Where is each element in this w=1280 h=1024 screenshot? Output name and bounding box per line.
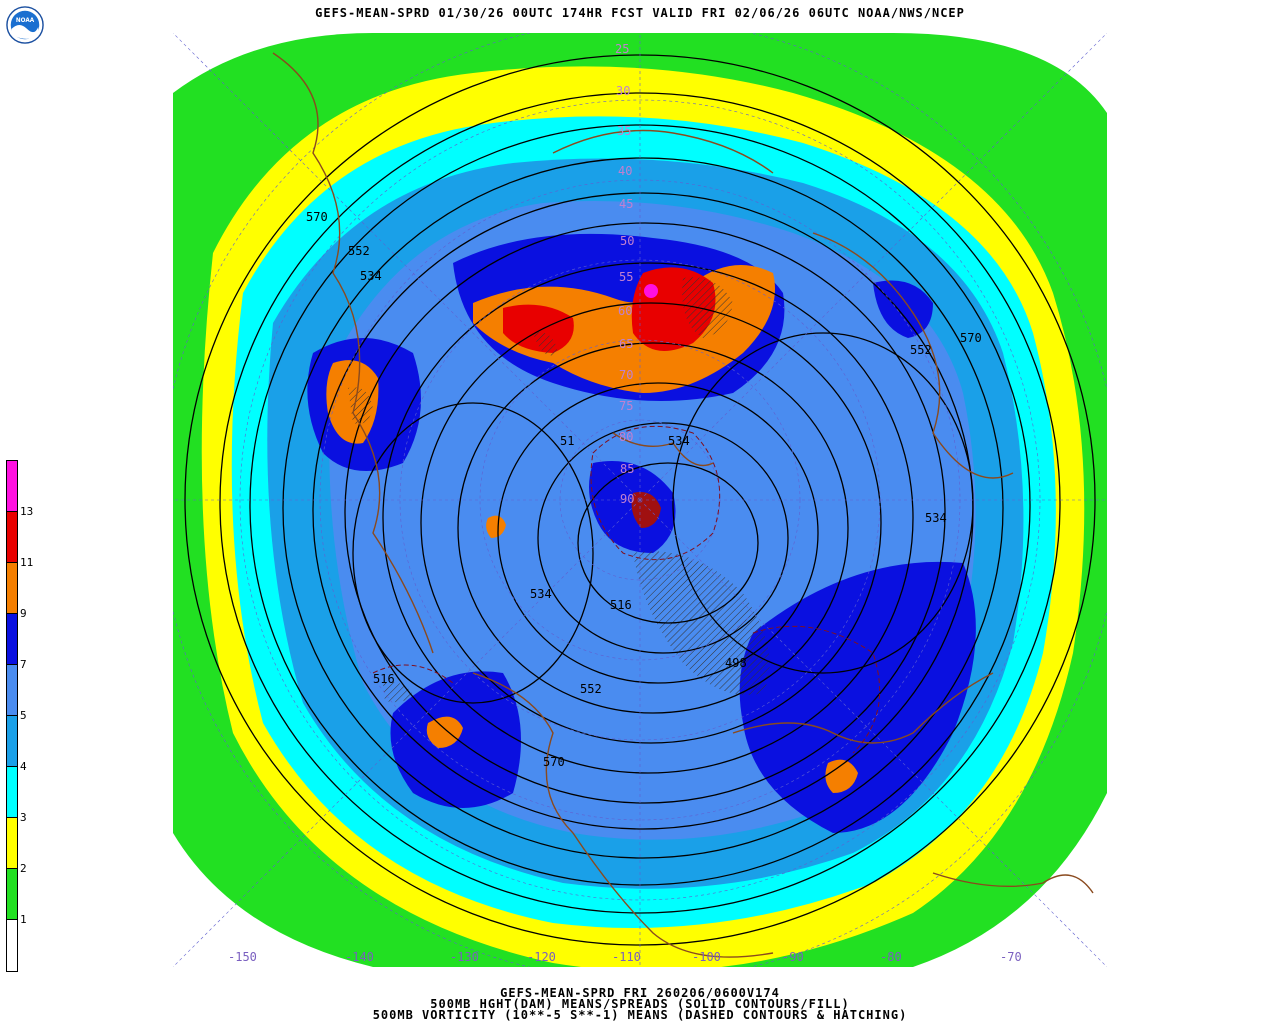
- cb-label: 2: [20, 862, 27, 875]
- cb-label: 3: [20, 811, 27, 824]
- lon-label: -140: [345, 950, 374, 964]
- footer-line-2: 500MB HGHT(DAM) MEANS/SPREADS (SOLID CON…: [430, 997, 850, 1011]
- lat-label: 25: [615, 42, 629, 56]
- lon-label: -70: [1000, 950, 1022, 964]
- latitude-labels: 25 30 35 40 45 50 55 60 65 70 75 80 85 9…: [615, 42, 634, 506]
- lat-label: 85: [620, 462, 634, 476]
- lon-label: -110: [612, 950, 641, 964]
- lon-label: -90: [782, 950, 804, 964]
- contour-label: 534: [925, 511, 947, 525]
- cb-label: 5: [20, 709, 27, 722]
- contour-labels: 570 552 534 552 570 51 534 516 534 552 5…: [306, 210, 982, 769]
- cb-seg-0: [6, 919, 18, 972]
- lat-label: 75: [619, 399, 633, 413]
- contour-label: 534: [530, 587, 552, 601]
- lon-label: -150: [228, 950, 257, 964]
- cb-label: 9: [20, 607, 27, 620]
- lat-label: 90: [620, 492, 634, 506]
- contour-label: 570: [306, 210, 328, 224]
- footer-line-3: 500MB VORTICITY (10**-5 S**-1) MEANS (DA…: [372, 1008, 908, 1022]
- contour-label: 534: [668, 434, 690, 448]
- latitude-grid: [173, 33, 1107, 967]
- cb-seg-4: [6, 715, 18, 767]
- contour-label: 534: [360, 269, 382, 283]
- lat-label: 30: [616, 84, 630, 98]
- contour-label: 552: [348, 244, 370, 258]
- lon-label: -120: [527, 950, 556, 964]
- lat-label: 65: [619, 337, 633, 351]
- lat-label: 50: [620, 234, 634, 248]
- lon-label: -100: [692, 950, 721, 964]
- lat-label: 55: [619, 270, 633, 284]
- contour-label: 552: [910, 343, 932, 357]
- cb-label: 11: [20, 556, 34, 569]
- lon-label: -80: [880, 950, 902, 964]
- contour-label: 51: [560, 434, 574, 448]
- map-title: GEFS-MEAN-SPRD 01/30/26 00UTC 174HR FCST…: [315, 6, 965, 20]
- lon-label: -130: [450, 950, 479, 964]
- contour-label: 516: [610, 598, 632, 612]
- cb-seg-1: [6, 868, 18, 920]
- footer-line-1: GEFS-MEAN-SPRD FRI 260206/0600V174: [500, 986, 780, 1000]
- coastlines: [272, 52, 1094, 958]
- polar-map: 570 552 534 552 570 51 534 516 534 552 5…: [173, 33, 1107, 967]
- cb-label: 13: [20, 505, 34, 518]
- contour-label: 552: [580, 682, 602, 696]
- spread-colorbar: [6, 460, 20, 972]
- lat-label: 60: [618, 304, 632, 318]
- contour-label: 516: [373, 672, 395, 686]
- noaa-logo-text: NOAA: [16, 18, 35, 24]
- cb-seg-3: [6, 766, 18, 818]
- cb-seg-2: [6, 817, 18, 869]
- lat-label: 70: [619, 368, 633, 382]
- cb-seg-13: [6, 460, 18, 512]
- noaa-logo-icon: NOAA: [6, 6, 44, 44]
- contour-label: 498: [725, 656, 747, 670]
- cb-label: 1: [20, 913, 27, 926]
- contour-label: 570: [960, 331, 982, 345]
- lat-label: 40: [618, 164, 632, 178]
- cb-seg-7: [6, 613, 18, 665]
- contour-label: 570: [543, 755, 565, 769]
- vorticity-contours: [372, 425, 881, 754]
- lat-label: 35: [617, 124, 631, 138]
- cb-seg-5: [6, 664, 18, 716]
- cb-label: 4: [20, 760, 27, 773]
- cb-seg-11: [6, 511, 18, 563]
- lat-label: 45: [619, 197, 633, 211]
- cb-label: 7: [20, 658, 27, 671]
- lat-label: 80: [619, 430, 633, 444]
- cb-seg-9: [6, 562, 18, 614]
